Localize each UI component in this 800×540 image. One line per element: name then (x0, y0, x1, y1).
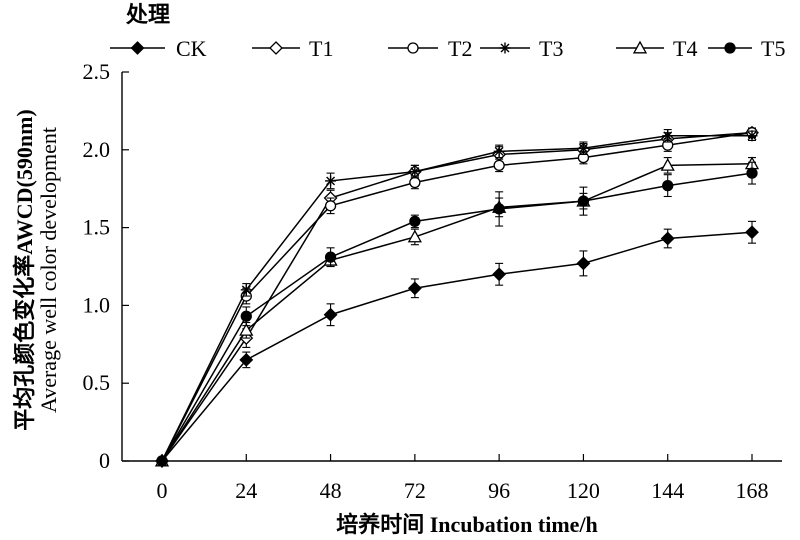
legend-label-t5: T5 (761, 36, 785, 61)
data-point-ck (492, 267, 507, 282)
y-tick-label: 2.0 (83, 137, 111, 162)
y-tick-label: 1.0 (83, 292, 111, 317)
x-tick-label: 48 (320, 478, 342, 503)
series-line-t3 (161, 135, 752, 462)
data-point-ck (323, 307, 338, 322)
legend-label-t4: T4 (673, 36, 697, 61)
data-point-t3 (409, 166, 421, 178)
data-point-t4 (239, 322, 254, 336)
data-point-t5 (746, 167, 758, 179)
data-point-ck (660, 231, 675, 246)
data-point-t2 (409, 176, 421, 189)
x-tick-label: 168 (736, 478, 769, 503)
data-point-t4 (407, 229, 422, 243)
legend-label-t2: T2 (448, 36, 472, 61)
series-t5 (156, 161, 758, 467)
data-point-t5 (409, 215, 421, 228)
legend-marker-t4 (632, 40, 648, 54)
legend-item-t1: T1 (252, 36, 333, 61)
x-tick-label: 24 (235, 478, 257, 503)
x-axis-title: 培养时间 Incubation time/h (336, 512, 598, 537)
data-point-t3 (493, 145, 505, 157)
series-t2 (156, 127, 758, 467)
data-point-t3 (746, 130, 758, 142)
series-line-t1 (161, 131, 753, 462)
data-point-t5 (577, 195, 590, 207)
y-tick-label: 1.5 (83, 215, 111, 240)
x-tick-label: 120 (567, 478, 600, 503)
x-tick-label: 72 (404, 478, 426, 503)
series-t3 (156, 129, 758, 467)
data-point-t5 (240, 310, 252, 322)
series-line-t4 (161, 163, 753, 462)
data-point-t5 (493, 203, 505, 215)
data-point-t5 (662, 179, 674, 192)
data-point-t3 (240, 284, 252, 296)
legend-item-ck: CK (110, 36, 207, 61)
data-point-ck (745, 225, 759, 240)
data-point-t3 (577, 142, 589, 154)
series-line-t2 (161, 131, 753, 462)
data-point-t2 (324, 200, 337, 212)
y-tick-label: 0 (99, 448, 110, 473)
x-tick-label: 0 (157, 478, 168, 503)
legend-label-t1: T1 (309, 36, 333, 61)
data-point-t3 (662, 130, 674, 142)
x-tick-label: 96 (488, 478, 510, 503)
data-point-ck (239, 352, 254, 367)
data-point-t5 (324, 251, 337, 263)
x-tick-label: 144 (651, 478, 684, 503)
legend-item-t3: T3 (480, 36, 563, 61)
x-ticks: 0 24 48 72 96 120 144 168 (157, 454, 769, 503)
legend-marker-t3 (499, 42, 511, 54)
series-line-t5 (161, 172, 753, 462)
data-point-t4 (660, 158, 675, 171)
y-axis-title-en: Average well color development (36, 127, 61, 413)
axis-titles: 培养时间 Incubation time/h 平均孔颜色变化率AWCD(590n… (12, 109, 598, 537)
y-tick-label: 2.5 (83, 59, 111, 84)
series-group (154, 125, 760, 468)
y-ticks: 0 0.5 1.0 1.5 2.0 2.5 (83, 59, 129, 473)
y-axis-title-cn: 平均孔颜色变化率AWCD(590nm) (12, 109, 37, 430)
axes (121, 72, 782, 462)
legend-item-t4: T4 (616, 36, 697, 61)
y-tick-label: 0.5 (83, 370, 111, 395)
data-point-t2 (493, 159, 505, 172)
legend-item-t5: T5 (708, 36, 785, 61)
legend-marker-t5 (724, 42, 736, 54)
legend: 处理 CK T1 T2 T3 T4 T5 (110, 2, 785, 61)
legend-marker-ck (130, 41, 145, 55)
data-point-t3 (325, 175, 337, 187)
legend-title: 处理 (125, 2, 170, 27)
legend-label-ck: CK (176, 36, 207, 61)
legend-marker-t1 (269, 41, 283, 55)
legend-marker-t2 (407, 42, 419, 54)
legend-label-t3: T3 (539, 36, 563, 61)
data-point-ck (576, 256, 591, 271)
data-point-t5 (156, 455, 168, 467)
series-line-ck (161, 231, 753, 462)
data-point-ck (407, 281, 422, 296)
legend-item-t2: T2 (388, 36, 472, 61)
